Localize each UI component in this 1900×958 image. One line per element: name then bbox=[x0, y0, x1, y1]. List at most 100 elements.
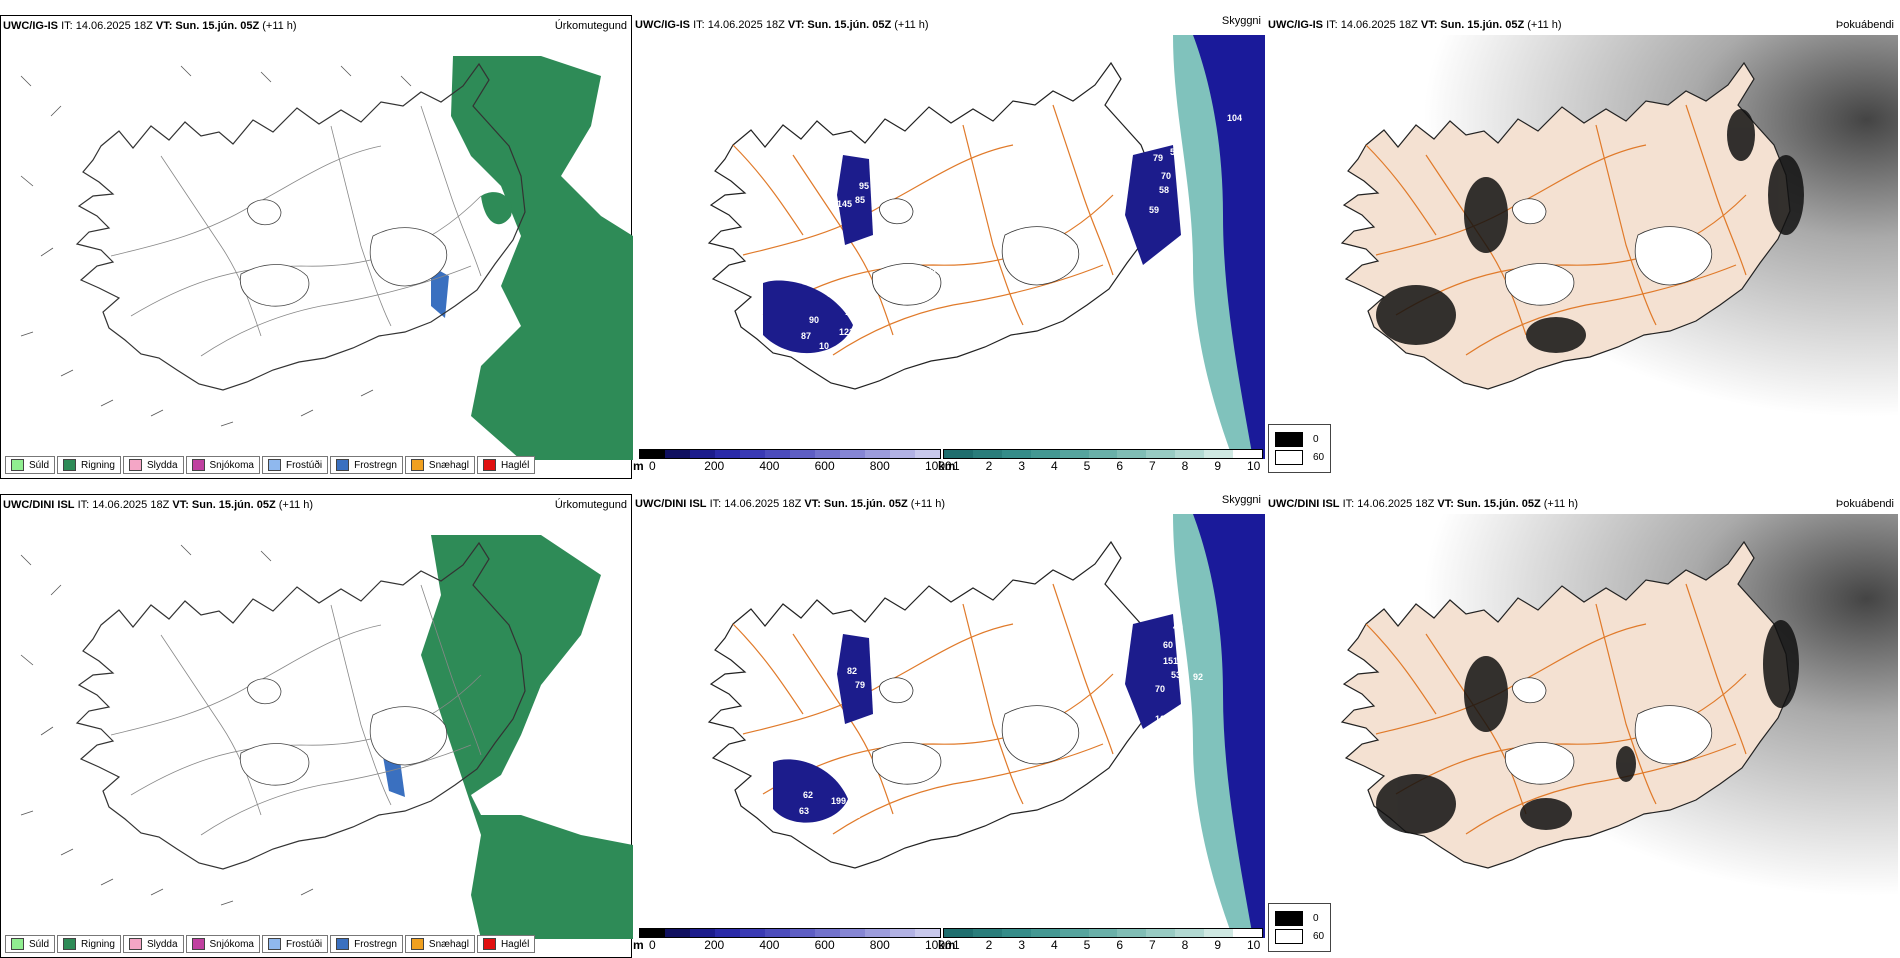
cloud-base-value: 95 bbox=[859, 181, 869, 191]
precip-legend-item: Haglél bbox=[476, 935, 536, 953]
precip-legend-item: Snjókoma bbox=[185, 935, 260, 953]
precip-legend-item: Slydda bbox=[122, 935, 184, 953]
colorbar-tick: 8 bbox=[1181, 938, 1189, 952]
legend-label: 60 bbox=[1313, 931, 1325, 942]
colorbar-step bbox=[790, 450, 815, 458]
cloud-base-value: 87 bbox=[801, 331, 811, 341]
legend-swatch bbox=[410, 938, 424, 950]
colorbar-tick: 800 bbox=[869, 938, 890, 952]
fog-panel-bottom: UWC/DINI ISL IT: 14.06.2025 18Z VT: Sun.… bbox=[1266, 494, 1898, 958]
legend-label: 0 bbox=[1313, 913, 1319, 924]
colorbar-step bbox=[665, 929, 690, 937]
panel-title: Þokuábendi bbox=[1835, 498, 1894, 510]
colorbar-step bbox=[1059, 450, 1089, 458]
precip-type-map bbox=[20, 535, 633, 939]
legend-swatch bbox=[128, 459, 142, 471]
legend-label: Rigning bbox=[81, 938, 115, 950]
colorbar-step bbox=[1233, 929, 1262, 937]
legend-label: Snæhagl bbox=[428, 938, 469, 950]
colorbar-tick: 7 bbox=[1149, 459, 1156, 473]
colorbar-step bbox=[840, 450, 865, 458]
cloud-base-value: 70 bbox=[1155, 684, 1165, 694]
cloud-base-value: 42 bbox=[817, 265, 827, 275]
legend-label: Snjókoma bbox=[209, 938, 254, 950]
colorbar-step bbox=[890, 929, 915, 937]
fog-legend: 0 60 bbox=[1268, 424, 1332, 473]
colorbar-step bbox=[944, 450, 973, 458]
colorbar-tick: 1 bbox=[953, 459, 960, 473]
cloud-base-value: 53 bbox=[1171, 670, 1181, 680]
legend-label: Slydda bbox=[146, 938, 178, 950]
colorbar-step bbox=[640, 450, 665, 458]
cloud-base-value: 90 bbox=[809, 315, 819, 325]
cloud-base-value: 15 bbox=[929, 816, 939, 826]
colorbar-step bbox=[944, 929, 973, 937]
visibility-colorbar bbox=[943, 928, 1263, 938]
legend-label: Frostúði bbox=[285, 938, 323, 950]
precip-legend-item: Rigning bbox=[57, 456, 121, 474]
panel-header: UWC/IG-IS IT: 14.06.2025 18Z VT: Sun. 15… bbox=[635, 19, 929, 31]
panel-header: UWC/DINI ISL IT: 14.06.2025 18Z VT: Sun.… bbox=[1268, 498, 1579, 510]
colorbar-unit: m bbox=[633, 938, 644, 952]
colorbar-tick: 1 bbox=[953, 938, 960, 952]
legend-label: Frostregn bbox=[354, 459, 397, 471]
legend-label: Haglél bbox=[500, 459, 530, 471]
precip-legend-item: Snæhagl bbox=[404, 456, 475, 474]
precip-legend-item: Snjókoma bbox=[185, 456, 260, 474]
legend-swatch bbox=[482, 459, 496, 471]
colorbar-tick: 9 bbox=[1214, 938, 1222, 952]
colorbar-step bbox=[1088, 450, 1118, 458]
panel-header: UWC/DINI ISL IT: 14.06.2025 18Z VT: Sun.… bbox=[3, 499, 314, 511]
colorbar-step bbox=[1233, 450, 1262, 458]
fog-areas bbox=[1376, 109, 1804, 353]
fog-legend-item: 0 bbox=[1275, 432, 1324, 447]
colorbar-step bbox=[1001, 929, 1031, 937]
legend-swatch bbox=[1275, 450, 1303, 465]
cloud-base-value: 145 bbox=[837, 199, 852, 209]
colorbar-tick: 5 bbox=[1083, 938, 1091, 952]
colorbar-step bbox=[815, 929, 840, 937]
legend-swatch bbox=[191, 938, 205, 950]
colorbar-unit: m bbox=[633, 459, 644, 473]
colorbar-step bbox=[640, 929, 665, 937]
legend-label: Súld bbox=[29, 459, 50, 471]
legend-swatch bbox=[267, 459, 281, 471]
legend-swatch bbox=[63, 938, 77, 950]
legend-label: Súld bbox=[29, 938, 50, 950]
legend-swatch bbox=[267, 938, 281, 950]
legend-label: Rigning bbox=[81, 459, 115, 471]
cloud-base-value: 79 bbox=[855, 680, 865, 690]
colorbar-step bbox=[1030, 929, 1060, 937]
colorbar-tick: 0 bbox=[649, 459, 656, 473]
cloud-base-value: 121 bbox=[839, 327, 854, 337]
precip-legend-item: Frostregn bbox=[330, 935, 403, 953]
colorbar-step bbox=[1088, 929, 1118, 937]
colorbar-tick: 6 bbox=[1116, 459, 1124, 473]
cloud-base-value: 127 bbox=[847, 810, 862, 820]
colorbar-step bbox=[972, 929, 1002, 937]
low-cloud-areas bbox=[763, 145, 1181, 354]
cloud-base-value: 49 bbox=[1173, 622, 1183, 632]
panel-header: UWC/IG-IS IT: 14.06.2025 18Z VT: Sun. 15… bbox=[3, 20, 297, 32]
colorbar-tick: 200 bbox=[704, 938, 725, 952]
colorbar-step bbox=[715, 929, 740, 937]
colorbar-step bbox=[1175, 450, 1205, 458]
colorbar-tick: 7 bbox=[1149, 938, 1156, 952]
colorbar-step bbox=[1030, 450, 1060, 458]
legend-swatch bbox=[1275, 432, 1303, 447]
colorbar-step bbox=[1204, 450, 1234, 458]
legend-swatch bbox=[336, 459, 350, 471]
legend-swatch bbox=[11, 459, 24, 471]
precip-legend-item: Frostúði bbox=[261, 935, 329, 953]
colorbar-step bbox=[740, 450, 765, 458]
cloud-base-value: 114 bbox=[869, 337, 884, 347]
fog-panel-top: UWC/IG-IS IT: 14.06.2025 18Z VT: Sun. 15… bbox=[1266, 15, 1898, 479]
colorbar-step bbox=[665, 450, 690, 458]
colorbar-tick: 5 bbox=[1083, 459, 1091, 473]
legend-label: Haglél bbox=[500, 938, 530, 950]
colorbar-step bbox=[765, 929, 790, 937]
colorbar-step bbox=[1146, 929, 1176, 937]
cloud-base-value: 199 bbox=[831, 796, 846, 806]
